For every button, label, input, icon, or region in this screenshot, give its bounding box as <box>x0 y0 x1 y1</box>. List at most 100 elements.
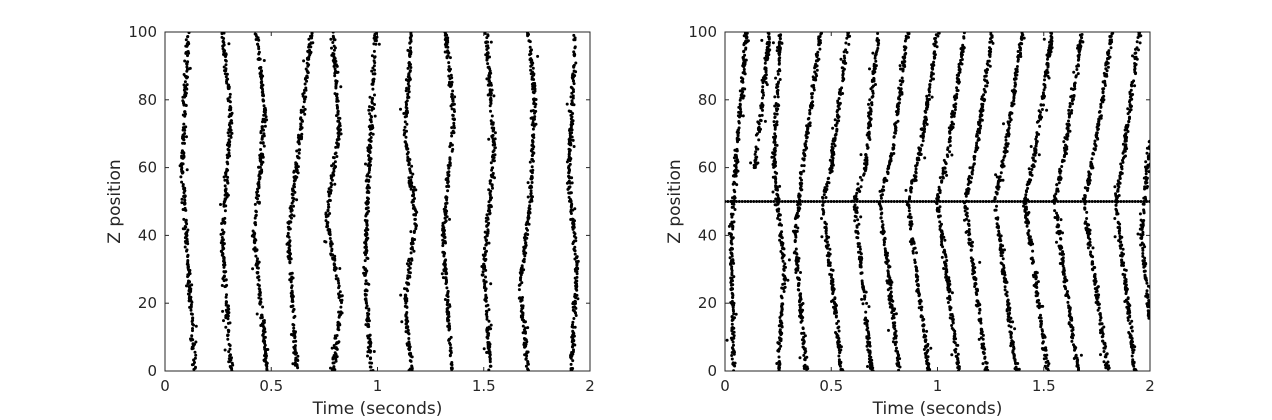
data-point <box>303 97 307 101</box>
data-point <box>833 296 837 300</box>
data-point <box>492 94 496 98</box>
data-point <box>841 76 845 80</box>
data-point <box>487 308 491 312</box>
data-point <box>337 310 341 314</box>
data-point <box>490 166 494 170</box>
data-point <box>186 54 189 58</box>
data-point <box>806 367 810 371</box>
data-point <box>737 120 741 123</box>
data-point <box>259 66 262 69</box>
data-point <box>373 114 377 118</box>
data-point <box>185 284 188 288</box>
data-point <box>862 288 866 292</box>
data-point <box>798 306 802 310</box>
data-point <box>886 269 890 273</box>
data-point <box>953 332 957 336</box>
data-point <box>944 275 948 279</box>
data-point <box>262 128 265 132</box>
data-point <box>404 105 408 109</box>
data-point <box>522 260 526 264</box>
data-point <box>957 365 961 369</box>
data-point <box>187 268 190 272</box>
data-point <box>805 132 809 136</box>
data-point <box>740 89 744 93</box>
data-point <box>738 98 742 102</box>
data-point <box>226 175 230 179</box>
data-point <box>229 135 233 139</box>
data-point <box>835 304 838 307</box>
data-point <box>732 312 736 316</box>
data-point <box>286 231 290 235</box>
data-point <box>447 173 450 177</box>
data-point <box>407 78 411 82</box>
y-tick-label: 40 <box>138 226 157 244</box>
data-point <box>764 66 768 70</box>
data-point <box>872 62 876 66</box>
data-point <box>224 316 228 320</box>
data-point <box>447 322 451 326</box>
data-point <box>409 187 413 191</box>
data-point <box>261 117 265 121</box>
data-point <box>372 107 376 111</box>
data-point <box>291 276 295 280</box>
data-point <box>261 87 264 91</box>
data-point <box>324 219 328 223</box>
data-point <box>775 362 779 365</box>
data-point <box>364 220 368 223</box>
data-point <box>368 175 372 179</box>
data-point <box>407 73 411 76</box>
data-point <box>253 221 257 225</box>
data-point <box>866 365 869 368</box>
data-point <box>571 367 575 370</box>
data-point <box>888 161 892 165</box>
data-point <box>777 53 781 57</box>
data-point <box>518 296 522 300</box>
data-point <box>571 76 575 80</box>
data-point <box>568 199 571 203</box>
data-point <box>265 118 269 122</box>
data-point <box>289 280 293 284</box>
data-point <box>863 162 866 166</box>
data-point <box>412 185 416 189</box>
data-point <box>858 255 861 259</box>
data-point <box>336 277 339 281</box>
data-point <box>806 117 810 121</box>
data-point <box>899 83 903 87</box>
data-point <box>492 128 496 132</box>
data-point <box>485 224 489 228</box>
data-point <box>956 352 960 356</box>
data-point <box>292 326 296 330</box>
data-point <box>730 357 734 361</box>
data-point <box>492 149 496 152</box>
data-point <box>190 347 194 351</box>
data-point <box>891 146 895 150</box>
data-point <box>402 128 406 132</box>
data-point <box>329 174 333 178</box>
data-point <box>900 76 904 80</box>
data-point <box>326 221 330 224</box>
data-point <box>260 163 263 166</box>
y-tick-label: 80 <box>138 91 157 109</box>
data-point <box>526 195 530 199</box>
data-point <box>288 244 292 248</box>
data-point <box>523 238 527 242</box>
data-point <box>944 255 948 259</box>
data-point <box>226 328 230 332</box>
data-point <box>530 165 534 169</box>
data-point <box>569 95 573 99</box>
data-point <box>373 61 377 65</box>
data-point <box>443 251 447 255</box>
data-point <box>303 112 307 116</box>
data-point <box>191 327 194 330</box>
data-point <box>525 221 529 225</box>
data-point <box>896 363 899 367</box>
series-4 <box>791 32 823 371</box>
data-point <box>911 178 915 182</box>
data-point <box>448 145 452 149</box>
data-point <box>399 293 403 297</box>
data-point <box>805 355 809 359</box>
data-point <box>483 282 487 286</box>
data-point <box>296 359 300 362</box>
data-point <box>193 356 197 360</box>
data-point <box>519 273 523 277</box>
